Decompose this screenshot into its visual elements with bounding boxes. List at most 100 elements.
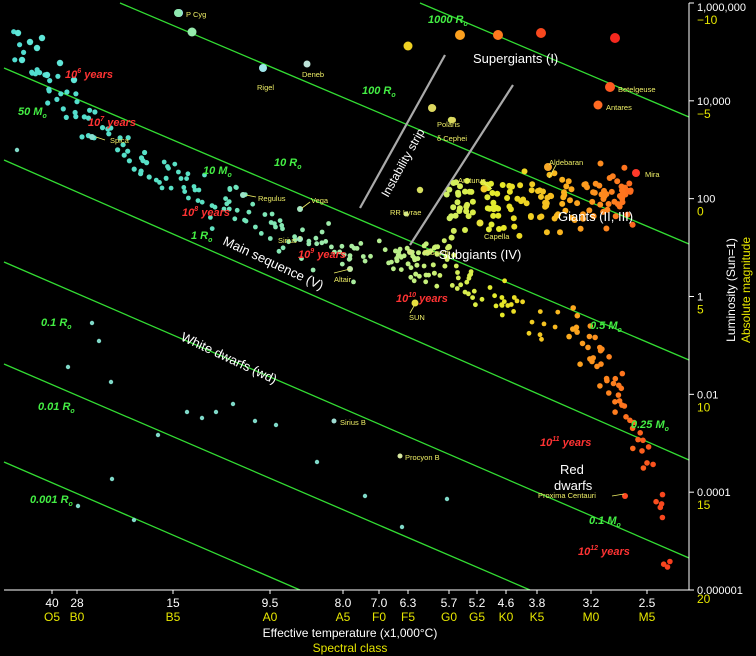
star-dot <box>640 437 646 444</box>
star-label: SUN <box>409 313 425 322</box>
mass-label: 50 Mo <box>18 106 47 120</box>
star-dot <box>603 375 610 382</box>
star-dot <box>516 232 523 239</box>
lifetime-label: 109 years <box>298 248 346 261</box>
radius-label: 100 Ro <box>362 85 396 99</box>
star-dot <box>192 187 198 193</box>
star-dot <box>306 241 312 247</box>
star-dot <box>612 409 618 415</box>
star-dot <box>463 203 470 210</box>
star-dot <box>391 266 396 272</box>
star-dot <box>608 188 615 195</box>
star-dot <box>17 42 23 48</box>
star-dot <box>423 279 429 285</box>
x-tick-temp: 15 <box>166 596 180 610</box>
star-dot <box>73 114 79 120</box>
star-dot <box>499 295 505 300</box>
star-dot <box>437 273 443 278</box>
star-dot <box>585 344 591 351</box>
star-dot <box>362 493 368 499</box>
y-tick-luminosity: 0.01 <box>697 389 718 401</box>
star-dot <box>660 561 667 567</box>
lifetime-label: 106 years <box>65 68 113 81</box>
named-star-dot <box>407 249 413 255</box>
star-dot <box>527 214 534 220</box>
x-tick-class: M0 <box>583 610 600 624</box>
star-dot <box>566 333 572 340</box>
x-tick-temp: 5.7 <box>441 596 458 610</box>
region-giants: Giants (II, III) <box>558 209 633 224</box>
star-dot <box>362 258 368 264</box>
star-dot <box>465 213 472 220</box>
star-dot <box>14 147 20 153</box>
star-dot <box>635 436 641 443</box>
star-dot <box>258 231 264 236</box>
star-dot <box>511 223 518 230</box>
star-dot <box>621 403 628 409</box>
star-dot <box>448 213 455 220</box>
star-dot <box>544 194 551 201</box>
mass-label: 0.5 Mo <box>590 320 623 334</box>
star-label: Polaris <box>437 120 460 129</box>
star-dot <box>490 212 497 219</box>
star-dot <box>500 224 507 231</box>
star-dot <box>431 270 437 276</box>
supergiant-dot <box>455 30 465 40</box>
star-label: Betelgeuse <box>618 85 656 94</box>
y-tick-magnitude: 10 <box>697 400 711 414</box>
star-dot <box>202 172 207 178</box>
star-dot <box>462 188 468 195</box>
star-dot <box>492 293 497 299</box>
star-dot <box>536 187 543 194</box>
star-label: Capella <box>484 232 510 241</box>
radius-label: 1000 Ro <box>428 14 468 28</box>
star-dot <box>644 460 650 466</box>
star-dot <box>314 459 320 465</box>
star-dot <box>561 192 568 198</box>
supergiant-dot <box>187 27 197 37</box>
star-dot <box>511 309 516 314</box>
star-dot <box>47 78 53 84</box>
star-dot <box>466 188 473 195</box>
star-dot <box>347 256 353 262</box>
named-star-dot <box>297 206 303 212</box>
named-star-dot <box>259 64 267 72</box>
y-tick-luminosity: 0.0001 <box>697 487 731 499</box>
x-tick-temp: 3.8 <box>529 596 546 610</box>
star-dot <box>411 278 417 284</box>
star-dot <box>450 180 457 186</box>
star-dot <box>159 185 165 191</box>
star-dot <box>268 220 274 225</box>
star-dot <box>592 334 598 341</box>
x-tick-temp: 5.2 <box>469 596 486 610</box>
star-dot <box>455 270 460 275</box>
star-dot <box>587 323 594 329</box>
named-star-dot <box>240 192 246 198</box>
x-tick-temp: 3.2 <box>583 596 600 610</box>
x-tick-temp: 2.5 <box>639 596 656 610</box>
star-dot <box>234 207 240 213</box>
x-tick-class: O5 <box>44 610 60 624</box>
star-dot <box>528 187 535 194</box>
star-dot <box>577 361 583 368</box>
star-dot <box>552 324 558 330</box>
star-dot <box>262 212 268 217</box>
star-dot <box>21 49 27 56</box>
star-dot <box>408 274 414 280</box>
star-dot <box>653 498 659 505</box>
star-dot <box>339 261 345 267</box>
star-dot <box>300 227 305 233</box>
x-tick-temp: 7.0 <box>371 596 388 610</box>
star-dot <box>332 249 337 255</box>
star-dot <box>121 152 127 158</box>
star-dot <box>493 204 500 211</box>
star-dot <box>488 221 495 228</box>
star-dot <box>455 191 462 198</box>
star-dot <box>567 197 573 204</box>
star-dot <box>319 229 325 235</box>
star-dot <box>563 183 570 190</box>
star-dot <box>473 302 478 308</box>
star-dot <box>586 333 593 340</box>
star-dot <box>299 256 304 261</box>
star-dot <box>108 379 114 385</box>
